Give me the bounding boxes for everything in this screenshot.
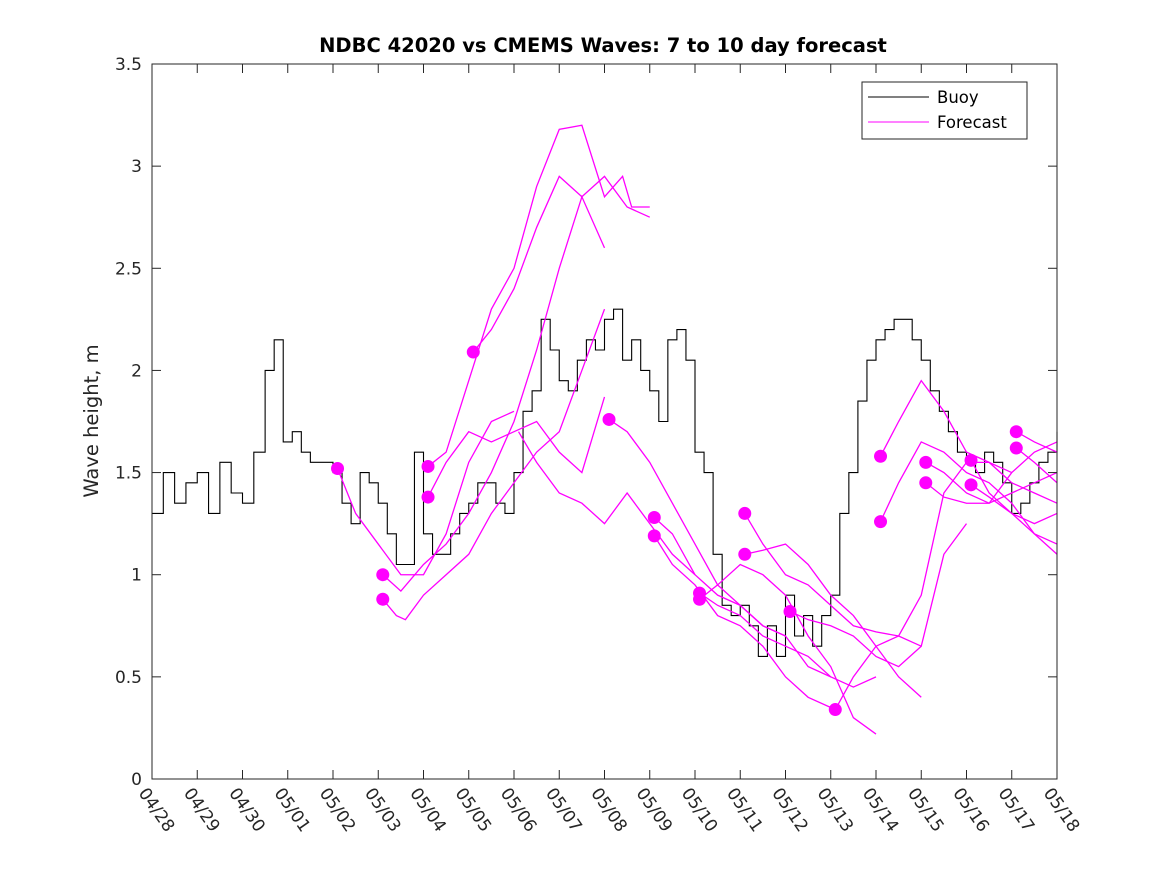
legend-label-forecast: Forecast [937,113,1007,132]
forecast-marker [693,592,707,606]
y-axis: 0 0.5 1 1.5 2 2.5 3 3.5 [115,55,1057,790]
y-tick-label: 0 [131,770,142,790]
forecast-marker [919,455,933,469]
forecast-marker [647,511,661,525]
chart-title: NDBC 42020 vs CMEMS Waves: 7 to 10 day f… [319,34,887,57]
forecast-line [427,124,650,467]
forecast-marker [466,345,480,359]
forecast-line [1015,447,1058,484]
y-tick-label: 0.5 [115,668,142,688]
forecast-line [336,410,515,576]
forecast-marker [919,476,933,490]
forecast-line [789,523,968,668]
forecast-line [744,513,922,647]
forecast-line [925,441,1058,504]
forecast-marker [738,547,752,561]
forecast-marker [331,461,345,475]
forecast-marker [1009,425,1023,439]
forecast-line [879,379,1058,504]
forecast-line [472,175,651,353]
y-axis-label: Wave height, m [80,344,103,497]
forecast-marker [828,703,842,717]
forecast-marker [376,592,390,606]
forecast-marker [964,453,978,467]
y-tick-label: 2 [131,361,142,381]
forecast-marker [874,515,888,529]
forecast-marker [602,412,616,426]
forecast-marker [376,568,390,582]
forecast-marker [783,604,797,618]
marker-layer [331,345,1023,717]
forecast-line [970,484,1058,525]
forecast-marker [964,478,978,492]
y-tick-label: 3.5 [115,55,142,75]
forecast-line [517,431,696,576]
series-layer [152,124,1058,735]
forecast-line [653,517,832,678]
forecast-line [699,563,877,735]
legend-label-buoy: Buoy [937,88,979,107]
y-tick-label: 1 [131,566,142,586]
legend: Buoy Forecast [861,81,1028,140]
forecast-line [744,543,922,698]
plot-area [152,124,1058,735]
forecast-line [653,535,832,709]
forecast-line [1015,431,1058,453]
forecast-marker [738,506,752,520]
buoy-line [152,308,1058,657]
y-tick-label: 3 [131,157,142,177]
forecast-marker [1009,441,1023,455]
y-tick-label: 1.5 [115,464,142,484]
forecast-line [427,396,606,498]
forecast-line [834,461,1013,710]
legend-box [861,81,1028,140]
forecast-marker [874,449,888,463]
forecast-line [879,441,1058,545]
y-tick-label: 2.5 [115,259,142,279]
forecast-marker [647,529,661,543]
forecast-line [382,308,606,621]
forecast-marker [421,490,435,504]
forecast-marker [421,459,435,473]
forecast-line [382,194,606,592]
forecast-line [699,592,877,688]
